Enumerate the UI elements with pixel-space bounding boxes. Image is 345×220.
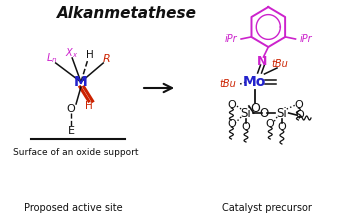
Text: E: E: [68, 126, 75, 136]
Text: O: O: [260, 106, 269, 119]
Text: Alkanmetathese: Alkanmetathese: [57, 6, 197, 20]
Text: M: M: [74, 75, 88, 89]
Text: X$_x$: X$_x$: [65, 46, 78, 60]
Text: O: O: [227, 119, 236, 129]
Text: Mo: Mo: [243, 75, 266, 89]
Text: R: R: [102, 54, 110, 64]
Text: H: H: [86, 50, 93, 60]
Text: O: O: [277, 122, 286, 132]
Text: O: O: [227, 100, 236, 110]
Text: O: O: [250, 101, 260, 114]
Text: Si: Si: [240, 106, 252, 119]
Text: Catalyst precursor: Catalyst precursor: [223, 203, 312, 213]
Text: iPr: iPr: [300, 34, 313, 44]
Text: tBu: tBu: [272, 59, 288, 69]
Text: H: H: [85, 101, 92, 111]
Text: L$_n$: L$_n$: [46, 51, 58, 65]
Text: Si: Si: [277, 106, 287, 119]
Text: O: O: [294, 100, 303, 110]
Text: O: O: [67, 104, 76, 114]
Text: O: O: [241, 122, 250, 132]
Text: iPr: iPr: [225, 34, 238, 44]
Text: O: O: [295, 110, 304, 120]
Text: O: O: [266, 119, 275, 129]
Text: Surface of an oxide support: Surface of an oxide support: [13, 147, 139, 156]
Text: tBu: tBu: [219, 79, 236, 89]
Text: Proposed active site: Proposed active site: [24, 203, 122, 213]
Text: N: N: [257, 55, 268, 68]
